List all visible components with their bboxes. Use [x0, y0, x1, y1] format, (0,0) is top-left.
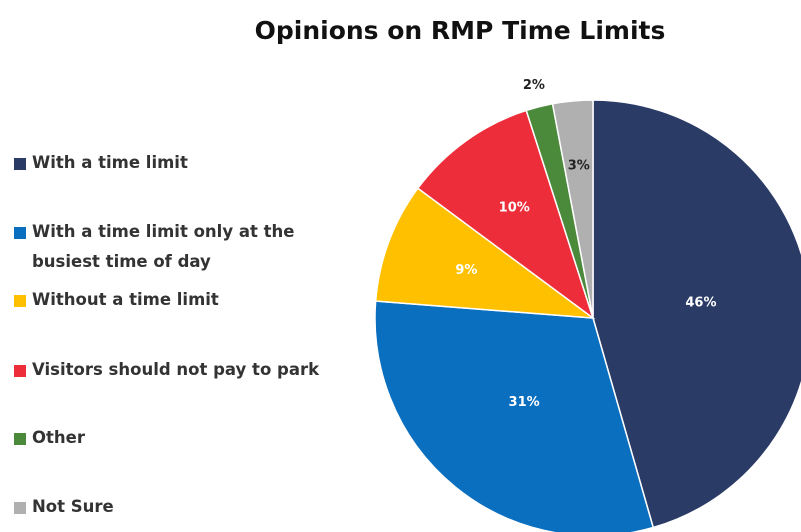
- pie-slice: [592, 99, 801, 529]
- legend-entry: Visitors should not pay to park: [14, 355, 362, 385]
- legend-label: With a time limit only at the busiest ti…: [32, 222, 295, 271]
- legend-swatch: [14, 502, 26, 514]
- legend-swatch: [14, 365, 26, 377]
- legend-entry: With a time limit only at the busiest ti…: [14, 217, 362, 277]
- legend-label: Other: [32, 428, 85, 447]
- legend-label: With a time limit: [32, 153, 188, 172]
- pie-slice: [551, 99, 594, 319]
- data-label: 3%: [568, 159, 590, 174]
- data-label: 2%: [523, 78, 545, 93]
- chart-title: Opinions on RMP Time Limits: [254, 16, 666, 45]
- data-label: 10%: [499, 201, 530, 216]
- data-label: 46%: [685, 295, 716, 310]
- legend-entry: Without a time limit: [14, 285, 362, 315]
- legend-swatch: [14, 227, 26, 239]
- data-label: 9%: [455, 263, 477, 278]
- legend-swatch: [14, 433, 26, 445]
- pie-slice: [374, 300, 655, 532]
- data-label: 31%: [509, 395, 540, 410]
- legend-entry: Not Sure: [14, 492, 362, 522]
- legend-entry: With a time limit: [14, 148, 362, 178]
- legend-swatch: [14, 295, 26, 307]
- legend-label: Not Sure: [32, 497, 114, 516]
- legend-entry: Other: [14, 423, 362, 453]
- pie-slice: [374, 187, 596, 319]
- legend-label: Without a time limit: [32, 290, 219, 309]
- legend-swatch: [14, 158, 26, 170]
- legend-label: Visitors should not pay to park: [32, 360, 320, 379]
- pie-slice: [416, 109, 595, 320]
